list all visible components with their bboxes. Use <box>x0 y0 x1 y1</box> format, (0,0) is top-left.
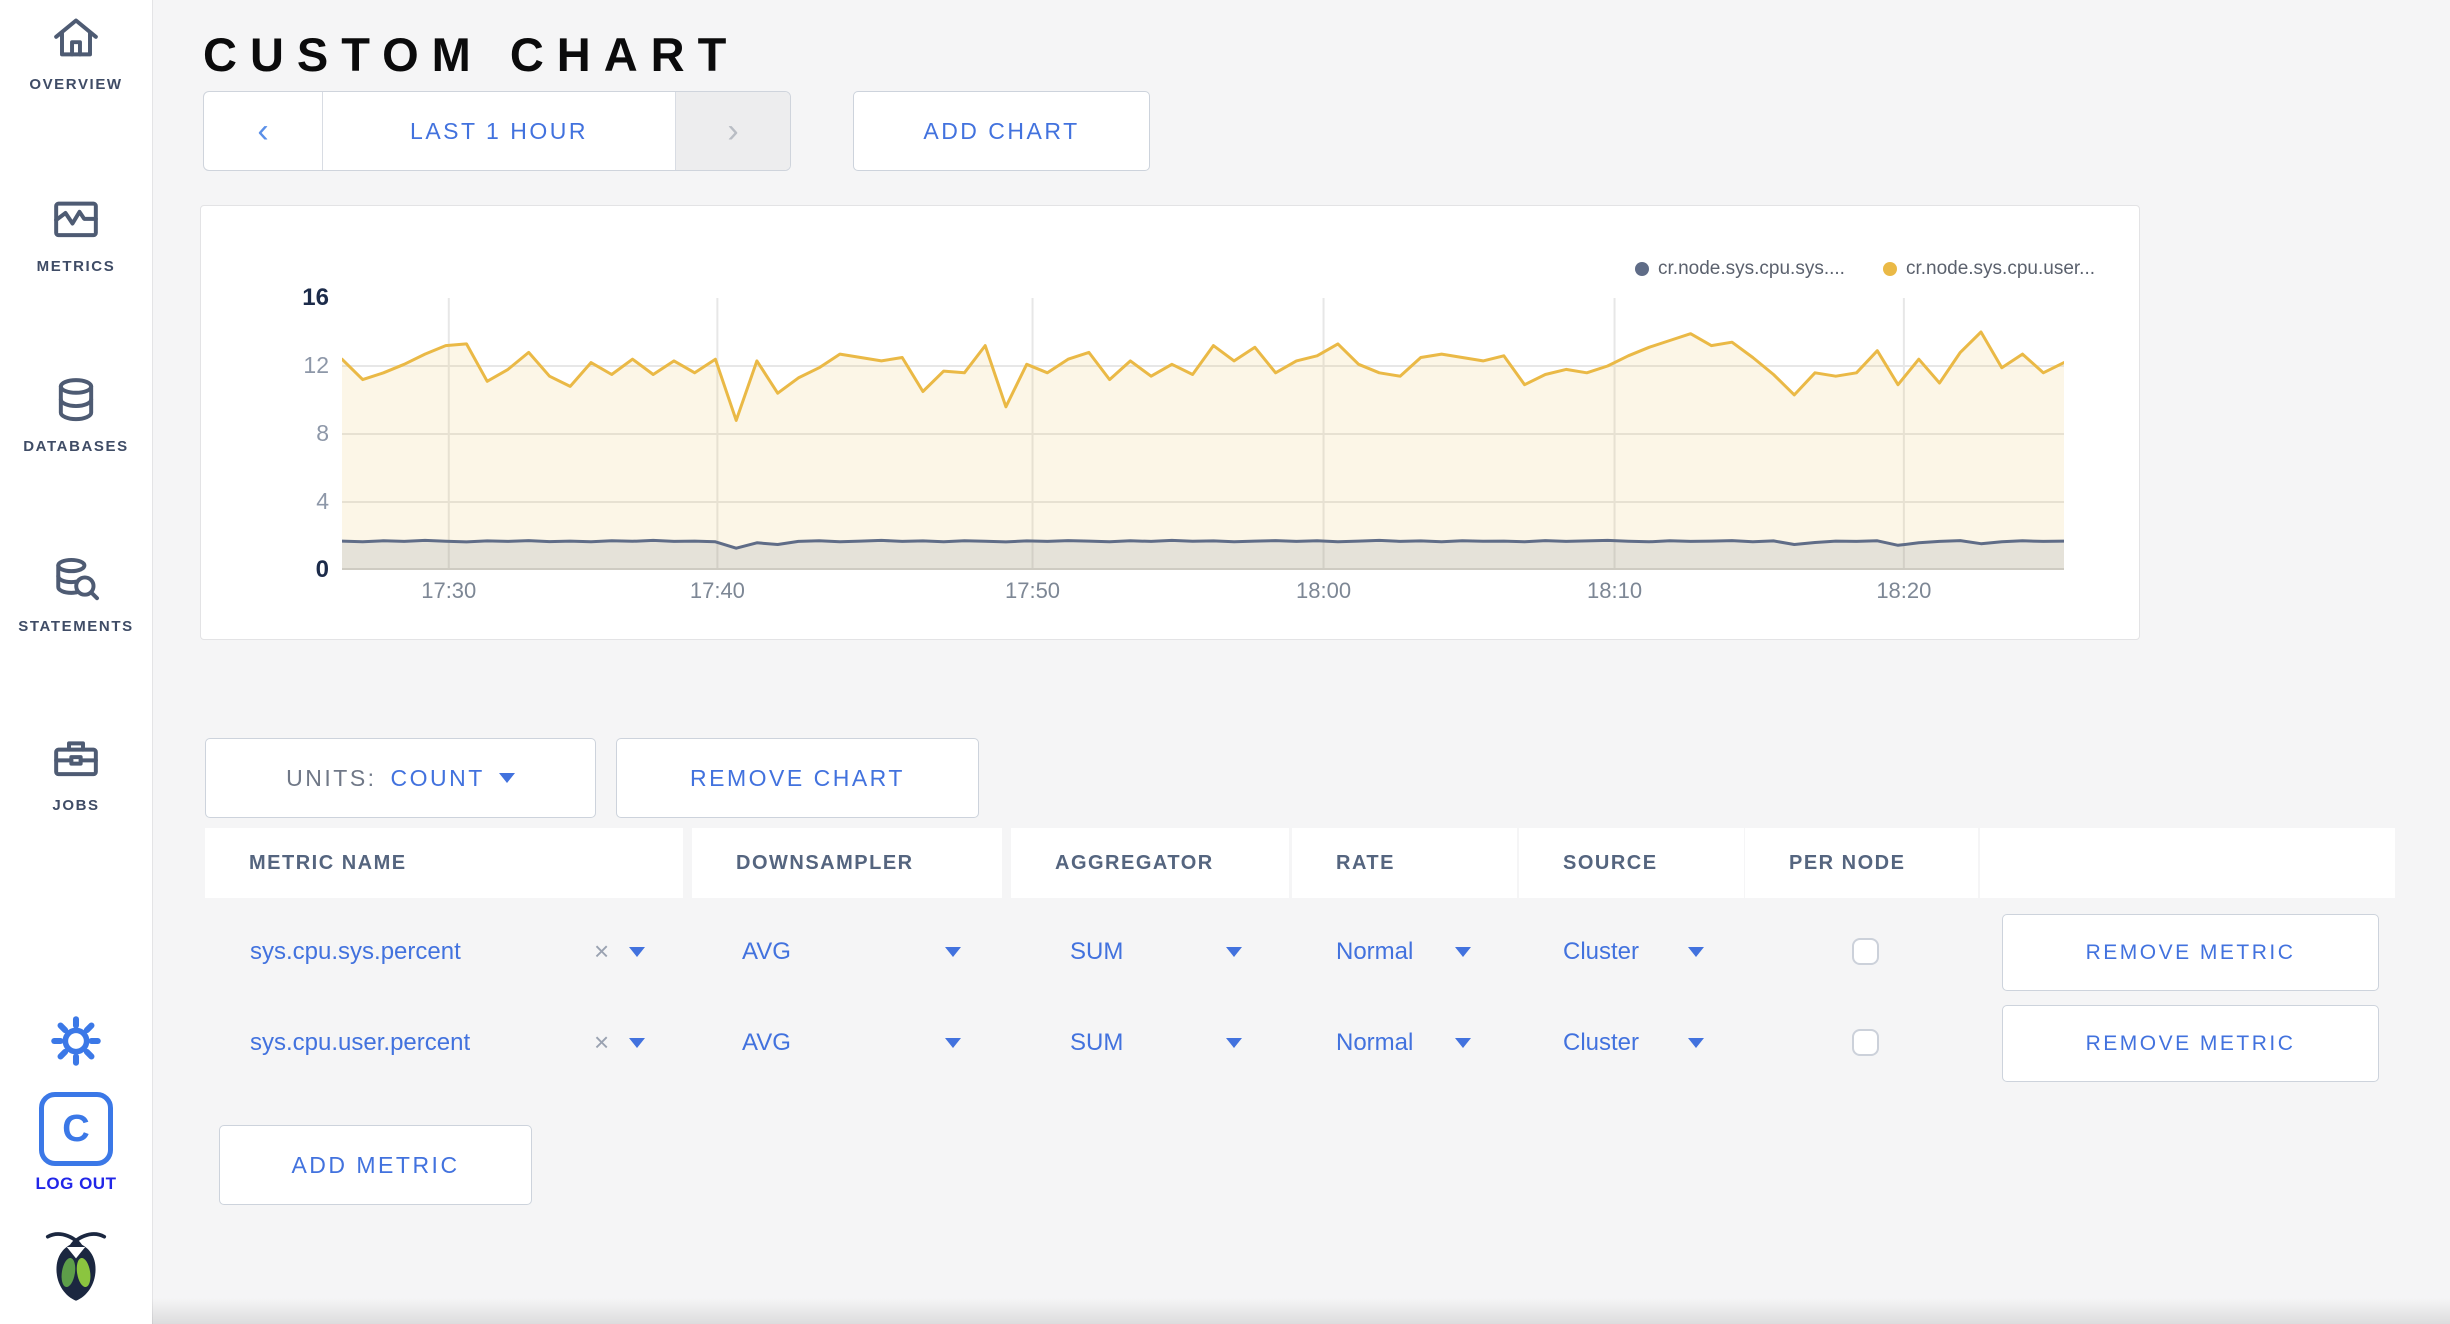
legend-label: cr.node.sys.cpu.user... <box>1905 258 2095 279</box>
sidebar-item-statements[interactable]: STATEMENTS <box>0 552 152 635</box>
sidebar-item-jobs[interactable]: JOBS <box>0 731 152 814</box>
clear-metric-icon[interactable]: × <box>594 1027 610 1057</box>
table-row: sys.cpu.user.percent × AVG SUM Normal Cl… <box>205 1002 2395 1083</box>
x-axis-tick-label: 17:30 <box>421 578 477 603</box>
aggregator-value[interactable]: SUM <box>1070 1029 1124 1056</box>
sidebar: OVERVIEW METRICS DATABASES STATEMEN <box>0 0 153 1324</box>
chart-plot[interactable] <box>342 298 2064 570</box>
clear-metric-icon[interactable]: × <box>594 936 610 966</box>
sidebar-item-overview[interactable]: OVERVIEW <box>0 10 152 93</box>
y-axis-tick-label: 0 <box>315 556 329 583</box>
add-chart-button[interactable]: ADD CHART <box>853 91 1150 171</box>
column-header-aggregator: AGGREGATOR <box>1011 828 1289 898</box>
column-header-downsampler: DOWNSAMPLER <box>692 828 1002 898</box>
metrics-table-header: METRIC NAME DOWNSAMPLER AGGREGATOR RATE … <box>205 828 2395 898</box>
x-axis-tick-label: 18:10 <box>1587 578 1643 603</box>
downsampler-value[interactable]: AVG <box>742 938 791 965</box>
units-value: COUNT <box>390 764 485 791</box>
chevron-left-icon: ‹ <box>257 111 269 150</box>
column-header-actions <box>1980 828 2395 898</box>
table-row: sys.cpu.sys.percent × AVG SUM Normal Clu… <box>205 911 2395 992</box>
y-axis-tick-label: 12 <box>303 352 329 378</box>
remove-metric-button[interactable]: REMOVE METRIC <box>2002 914 2379 991</box>
source-dropdown-icon[interactable] <box>1688 1038 1704 1048</box>
sidebar-item-label: JOBS <box>52 797 100 814</box>
per-node-checkbox[interactable] <box>1852 938 1879 965</box>
sidebar-item-label: METRICS <box>36 258 116 275</box>
legend-dot-icon <box>1882 262 1897 276</box>
chevron-down-icon <box>498 773 515 783</box>
column-header-source: SOURCE <box>1519 828 1744 898</box>
x-axis-tick-label: 18:20 <box>1876 578 1932 603</box>
chart-plot-svg <box>342 298 2064 570</box>
rate-value[interactable]: Normal <box>1336 938 1414 965</box>
chart-legend: cr.node.sys.cpu.sys.... cr.node.sys.cpu.… <box>1635 258 2095 280</box>
rate-dropdown-icon[interactable] <box>1455 947 1471 957</box>
sidebar-item-label: STATEMENTS <box>18 618 134 635</box>
page-title: CUSTOM CHART <box>203 28 740 82</box>
metric-name-value[interactable]: sys.cpu.sys.percent <box>250 938 461 965</box>
logo-letter: C <box>62 1107 90 1150</box>
database-icon <box>58 378 94 422</box>
units-dropdown[interactable]: UNITS: COUNT <box>205 738 596 818</box>
time-range-value[interactable]: LAST 1 HOUR <box>410 117 588 144</box>
remove-chart-button[interactable]: REMOVE CHART <box>616 738 979 818</box>
time-range-selector: ‹ LAST 1 HOUR › <box>203 91 791 171</box>
downsampler-value[interactable]: AVG <box>742 1029 791 1056</box>
cockroach-c-logo-icon: C <box>39 1092 113 1166</box>
aggregator-dropdown-icon[interactable] <box>1226 1038 1242 1048</box>
sidebar-item-label: DATABASES <box>23 438 129 455</box>
column-header-per-node: PER NODE <box>1745 828 1978 898</box>
x-axis-tick-label: 17:50 <box>1004 578 1061 603</box>
aggregator-dropdown-icon[interactable] <box>1226 947 1242 957</box>
sidebar-item-label: OVERVIEW <box>29 76 123 93</box>
chevron-right-icon: › <box>727 111 739 150</box>
source-dropdown-icon[interactable] <box>1688 947 1704 957</box>
source-value[interactable]: Cluster <box>1563 1029 1640 1056</box>
sidebar-logout[interactable]: C LOG OUT <box>0 1092 152 1194</box>
column-header-rate: RATE <box>1292 828 1517 898</box>
legend-label: cr.node.sys.cpu.sys.... <box>1658 258 1845 279</box>
downsampler-dropdown-icon[interactable] <box>945 1038 961 1048</box>
x-axis-tick-label: 18:00 <box>1296 578 1352 603</box>
aggregator-value[interactable]: SUM <box>1070 938 1124 965</box>
per-node-checkbox[interactable] <box>1852 1029 1879 1056</box>
column-header-metric-name: METRIC NAME <box>205 828 683 898</box>
units-label: UNITS: <box>286 764 377 791</box>
metric-name-dropdown-icon[interactable] <box>629 1038 645 1048</box>
metric-name-value[interactable]: sys.cpu.user.percent <box>250 1029 471 1056</box>
sidebar-item-metrics[interactable]: METRICS <box>0 192 152 275</box>
legend-dot-icon <box>1635 262 1650 276</box>
gear-icon <box>51 1016 101 1066</box>
remove-metric-button[interactable]: REMOVE METRIC <box>2002 1005 2379 1082</box>
rate-value[interactable]: Normal <box>1336 1029 1414 1056</box>
x-axis-labels: 17:30 17:40 17:50 18:00 18:10 18:20 <box>342 578 2064 608</box>
legend-item[interactable]: cr.node.sys.cpu.sys.... <box>1635 258 1845 280</box>
cockroach-bug-icon <box>45 1232 107 1301</box>
x-axis-tick-label: 17:40 <box>689 578 745 603</box>
home-icon <box>54 18 98 57</box>
logout-label: LOG OUT <box>35 1174 117 1193</box>
rate-dropdown-icon[interactable] <box>1455 1038 1471 1048</box>
metrics-icon <box>54 201 98 238</box>
sidebar-settings[interactable] <box>0 1012 152 1070</box>
bottom-shadow <box>152 1298 2450 1324</box>
add-metric-button[interactable]: ADD METRIC <box>219 1125 532 1205</box>
legend-item[interactable]: cr.node.sys.cpu.user... <box>1882 258 2095 280</box>
y-axis-tick-label: 16 <box>302 284 329 311</box>
time-range-next-button[interactable]: › <box>675 92 790 170</box>
sidebar-brand <box>0 1228 152 1304</box>
chart-card: cr.node.sys.cpu.sys.... cr.node.sys.cpu.… <box>200 205 2140 640</box>
briefcase-icon <box>54 741 98 777</box>
statements-icon <box>56 557 99 601</box>
sidebar-item-databases[interactable]: DATABASES <box>0 372 152 455</box>
y-axis-tick-label: 8 <box>316 420 329 446</box>
y-axis-tick-label: 4 <box>316 488 329 514</box>
metric-name-dropdown-icon[interactable] <box>629 947 645 957</box>
source-value[interactable]: Cluster <box>1563 938 1640 965</box>
downsampler-dropdown-icon[interactable] <box>945 947 961 957</box>
time-range-prev-button[interactable]: ‹ <box>204 92 323 170</box>
y-axis-labels: 0 4 8 12 16 <box>211 284 329 583</box>
